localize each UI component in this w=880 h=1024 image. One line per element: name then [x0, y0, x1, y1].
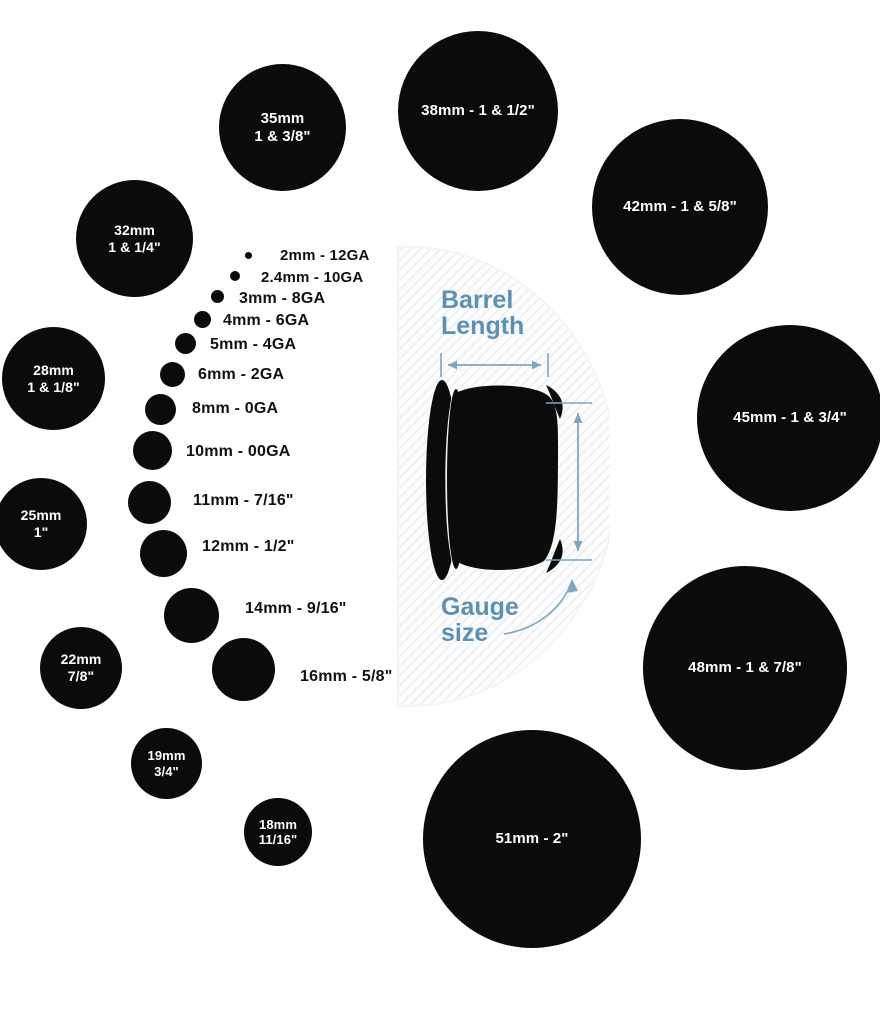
gauge-dot-label: 4mm - 6GA	[223, 312, 310, 329]
size-circle: 42mm - 1 & 5/8"	[592, 119, 768, 295]
gauge-dot	[160, 362, 185, 387]
tunnel-product-illustration	[426, 380, 563, 580]
size-circle-label-primary: 18mm	[259, 816, 297, 832]
size-circle-label-secondary: 7/8"	[67, 668, 95, 684]
gauge-dot-label: 10mm - 00GA	[186, 443, 291, 460]
gauge-size-line-1: Gauge	[441, 593, 519, 621]
size-circle-label-primary: 51mm - 2"	[495, 830, 569, 848]
barrel-length-label: Barrel Length	[441, 287, 524, 340]
gauge-dot-label: 2mm - 12GA	[280, 247, 370, 264]
gauge-dot-label: 6mm - 2GA	[198, 366, 285, 383]
gauge-dot	[140, 530, 187, 577]
size-circle-label-secondary: 3/4"	[154, 763, 179, 779]
size-circle: 19mm 3/4"	[131, 728, 202, 799]
gauge-dot	[212, 638, 275, 701]
size-circle: 45mm - 1 & 3/4"	[697, 325, 880, 511]
size-circle-label-primary: 48mm - 1 & 7/8"	[688, 659, 802, 677]
size-circle: 51mm - 2"	[423, 730, 641, 948]
size-circle-label-primary: 32mm	[114, 221, 155, 238]
size-circle: 25mm 1"	[0, 478, 87, 570]
measurement-diagram-panel	[396, 243, 610, 710]
size-circle-label-primary: 45mm - 1 & 3/4"	[733, 409, 847, 427]
size-circle-label-primary: 22mm	[60, 651, 102, 668]
gauge-dot-label: 14mm - 9/16"	[245, 600, 347, 617]
gauge-dot	[245, 252, 252, 259]
gauge-dot	[164, 588, 219, 643]
gauge-size-pointer	[503, 579, 578, 635]
barrel-length-line-1: Barrel	[441, 286, 514, 314]
size-circle-label-primary: 35mm	[260, 109, 305, 127]
size-circle-label-primary: 19mm	[147, 748, 186, 764]
size-circle-label-primary: 25mm	[20, 507, 62, 524]
size-circle: 35mm 1 & 3/8"	[219, 64, 346, 191]
size-circle: 48mm - 1 & 7/8"	[643, 566, 847, 770]
gauge-dot	[133, 431, 172, 470]
size-circle: 38mm - 1 & 1/2"	[398, 31, 558, 191]
gauge-dot-label: 11mm - 7/16"	[193, 492, 294, 509]
gauge-dot	[211, 290, 224, 303]
gauge-dot	[128, 481, 171, 524]
size-circle-label-primary: 28mm	[33, 361, 74, 378]
gauge-dot-label: 12mm - 1/2"	[202, 538, 295, 555]
barrel-length-line-2: Length	[441, 312, 525, 341]
gauge-dot	[145, 394, 176, 425]
size-circle: 32mm 1 & 1/4"	[76, 180, 193, 297]
size-circle: 22mm 7/8"	[40, 627, 122, 709]
size-circle-label-secondary: 1"	[33, 524, 49, 540]
size-circle-label-secondary: 1 & 1/8"	[27, 378, 80, 395]
size-circle: 18mm 11/16"	[244, 798, 312, 866]
gauge-dot	[175, 333, 196, 354]
size-circle-label-primary: 38mm - 1 & 1/2"	[421, 102, 535, 120]
gauge-size-dimension	[546, 402, 592, 561]
gauge-size-line-2: size	[441, 619, 489, 648]
size-circle: 28mm 1 & 1/8"	[2, 327, 105, 430]
gauge-dot	[230, 271, 240, 281]
size-circle-label-secondary: 1 & 1/4"	[108, 238, 161, 255]
gauge-dot-label: 8mm - 0GA	[192, 400, 279, 417]
size-circle-label-secondary: 1 & 3/8"	[254, 127, 311, 145]
gauge-dot-label: 16mm - 5/8"	[300, 668, 393, 685]
gauge-dot-label: 2.4mm - 10GA	[261, 269, 364, 286]
gauge-dot-label: 3mm - 8GA	[239, 290, 326, 307]
barrel-length-dimension	[440, 353, 549, 377]
size-circle-label-secondary: 11/16"	[258, 832, 298, 847]
size-circle-label-primary: 42mm - 1 & 5/8"	[623, 198, 737, 216]
gauge-size-label: Gauge size	[441, 594, 519, 647]
gauge-dot	[194, 311, 211, 328]
gauge-dot-label: 5mm - 4GA	[210, 336, 297, 353]
